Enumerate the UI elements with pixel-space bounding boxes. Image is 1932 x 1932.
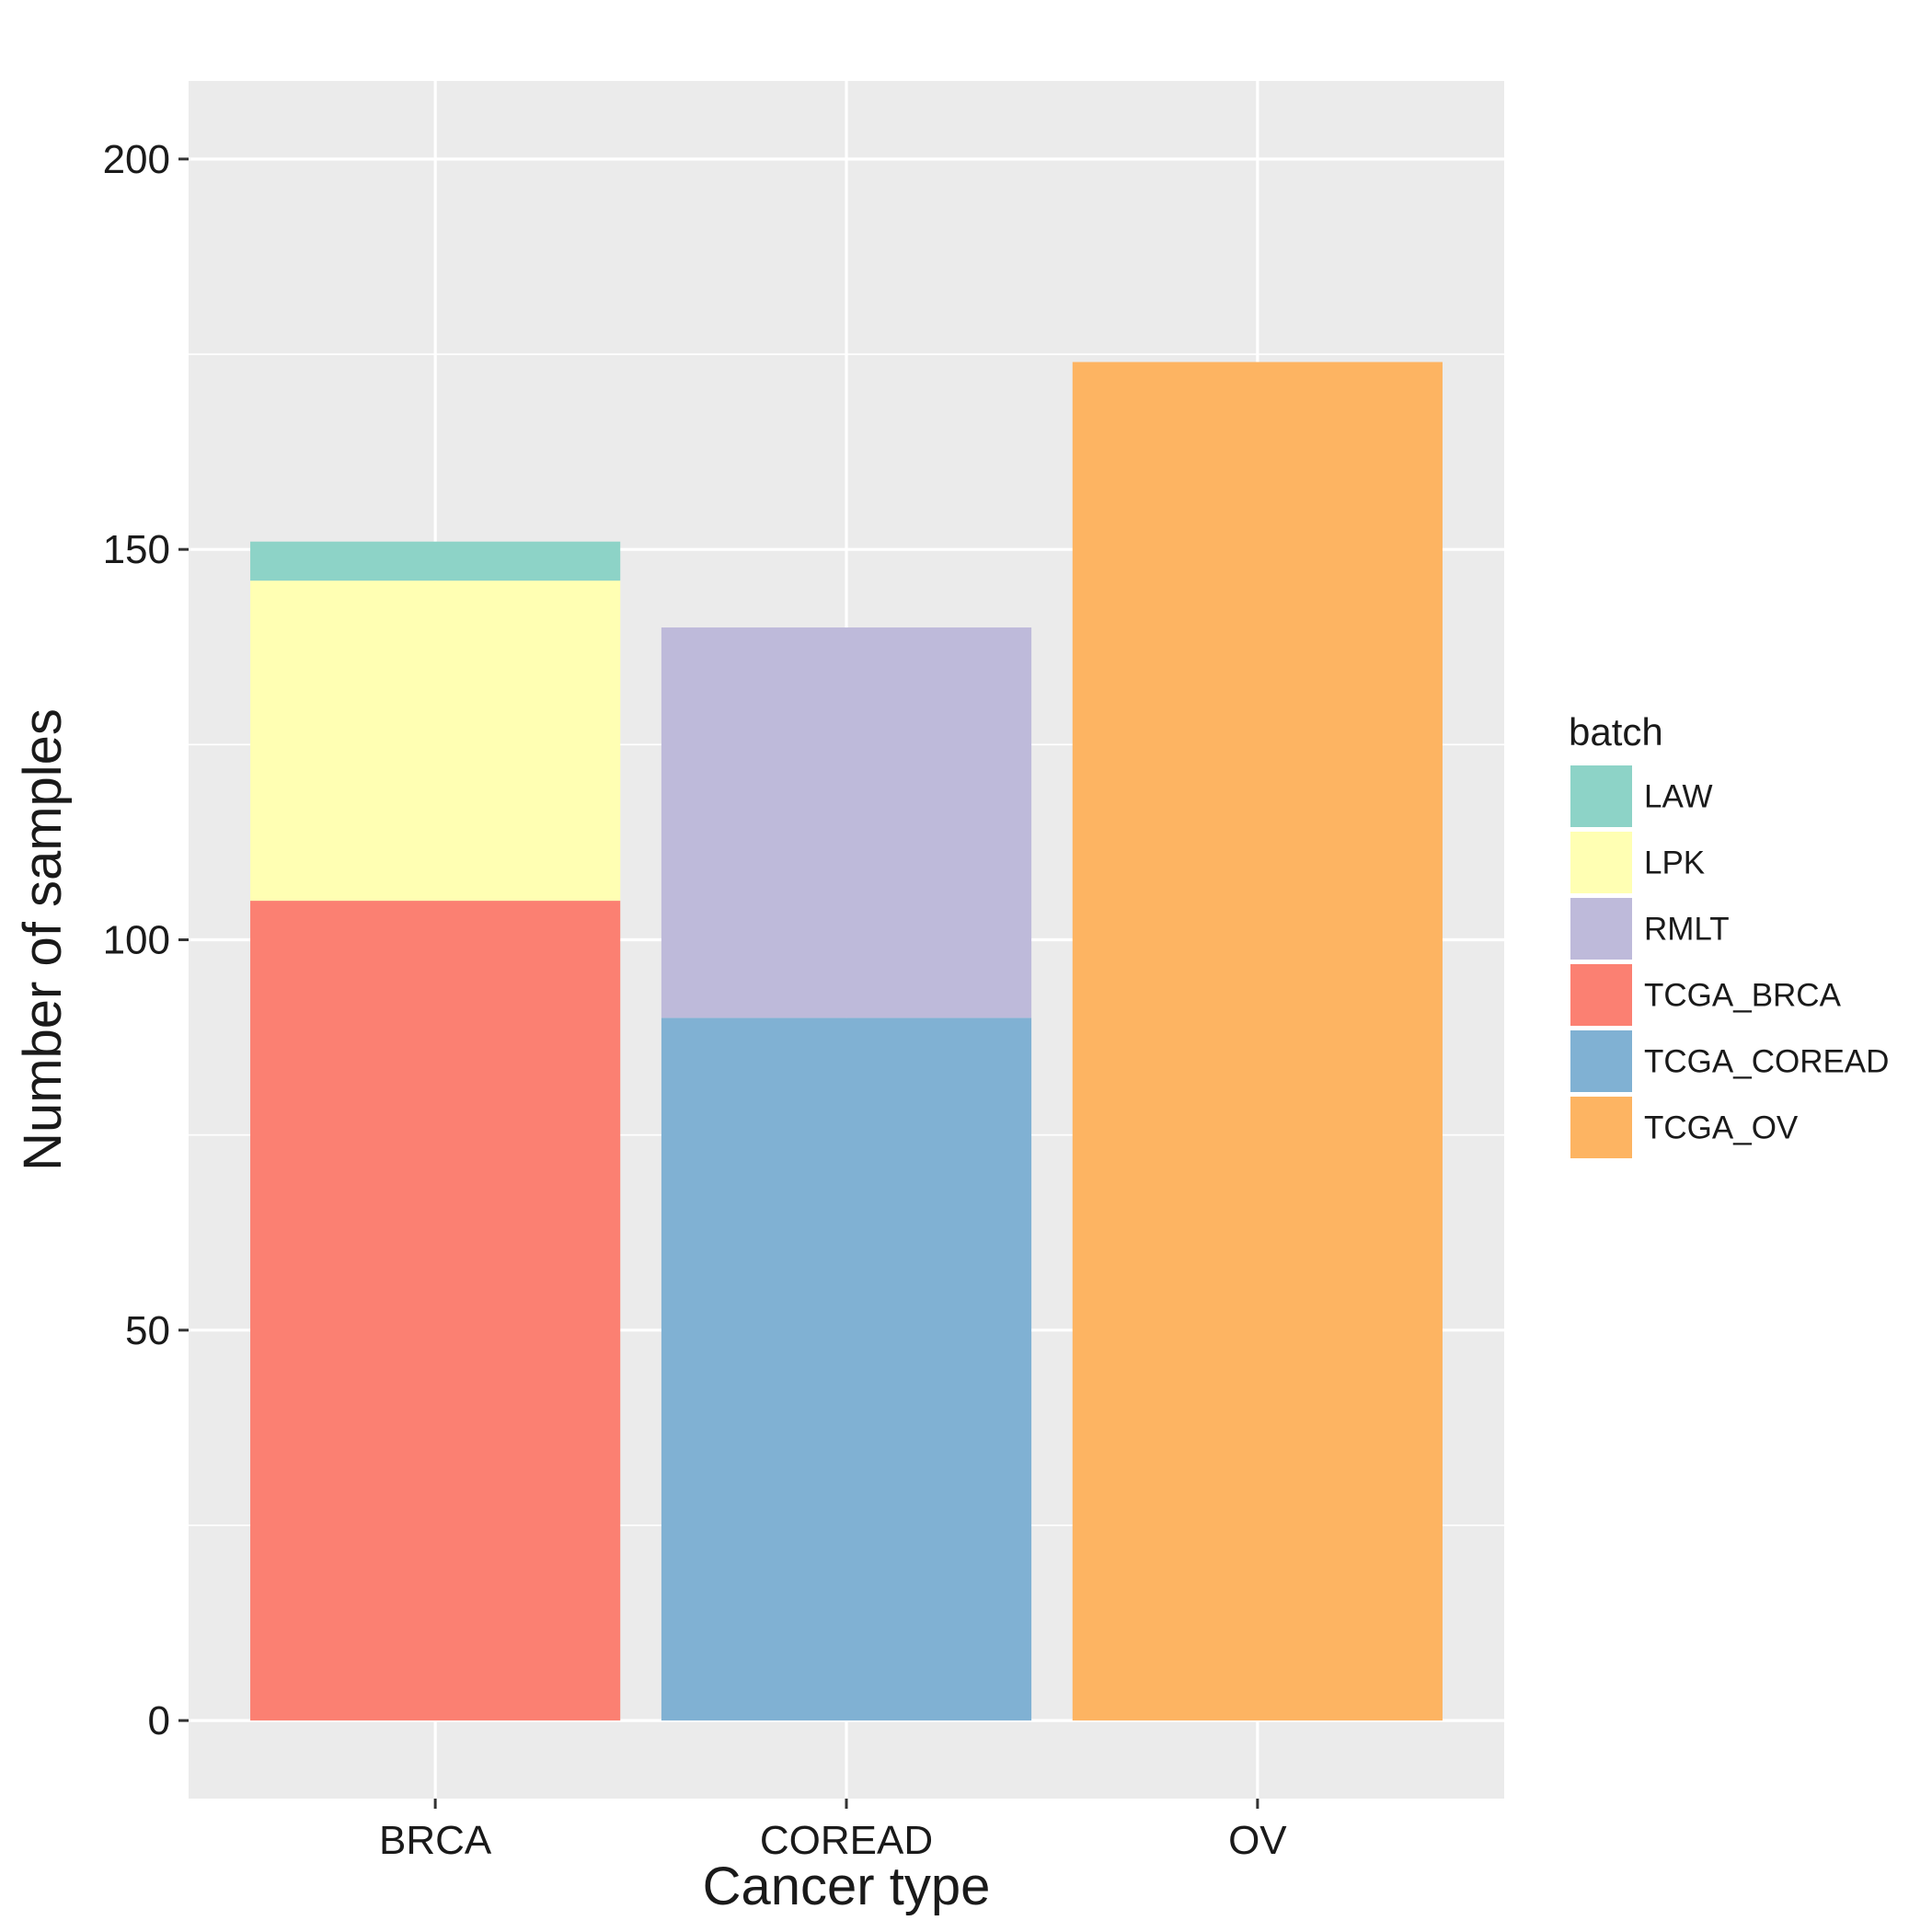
bar-segment-brca-law — [250, 541, 621, 581]
legend-label: TCGA_COREAD — [1644, 1044, 1889, 1080]
legend-key-tcga-ov — [1570, 1097, 1632, 1158]
y-tick-label: 100 — [103, 918, 170, 963]
x-axis: BRCA COREAD OV — [379, 1799, 1287, 1863]
legend-label: TCGA_OV — [1644, 1110, 1799, 1146]
y-tick-label: 0 — [148, 1698, 170, 1743]
x-tick-label: COREAD — [760, 1818, 933, 1863]
x-axis-title: Cancer type — [703, 1857, 991, 1916]
legend-label: LAW — [1644, 779, 1713, 815]
legend-label: RMLT — [1644, 912, 1730, 948]
y-axis: 0 50 100 150 200 — [103, 137, 189, 1743]
y-tick-label: 150 — [103, 527, 170, 572]
x-tick-label: BRCA — [379, 1818, 492, 1863]
bar-segment-brca-tcga-brca — [250, 901, 621, 1721]
y-axis-title: Number of samples — [13, 708, 73, 1171]
legend-key-tcga-brca — [1570, 964, 1632, 1026]
legend-key-law — [1570, 765, 1632, 827]
legend-key-lpk — [1570, 832, 1632, 893]
x-tick-label: OV — [1228, 1818, 1287, 1863]
legend-key-tcga-coread — [1570, 1030, 1632, 1092]
bar-segment-ov-tcga-ov — [1072, 362, 1443, 1721]
y-tick-label: 50 — [125, 1308, 170, 1353]
y-tick-label: 200 — [103, 137, 170, 182]
legend: batch LAW LPK RMLT TCGA_BRCA TCGA_COREAD TCGA… — [1569, 710, 1889, 1158]
bar-segment-brca-lpk — [250, 581, 621, 902]
bar-segment-coread-tcga-coread — [661, 1018, 1032, 1721]
legend-label: LPK — [1644, 845, 1705, 881]
legend-title: batch — [1569, 710, 1663, 753]
bar-segment-coread-rmlt — [661, 627, 1032, 1018]
legend-key-rmlt — [1570, 898, 1632, 960]
legend-label: TCGA_BRCA — [1644, 978, 1842, 1014]
bars — [250, 362, 1443, 1721]
